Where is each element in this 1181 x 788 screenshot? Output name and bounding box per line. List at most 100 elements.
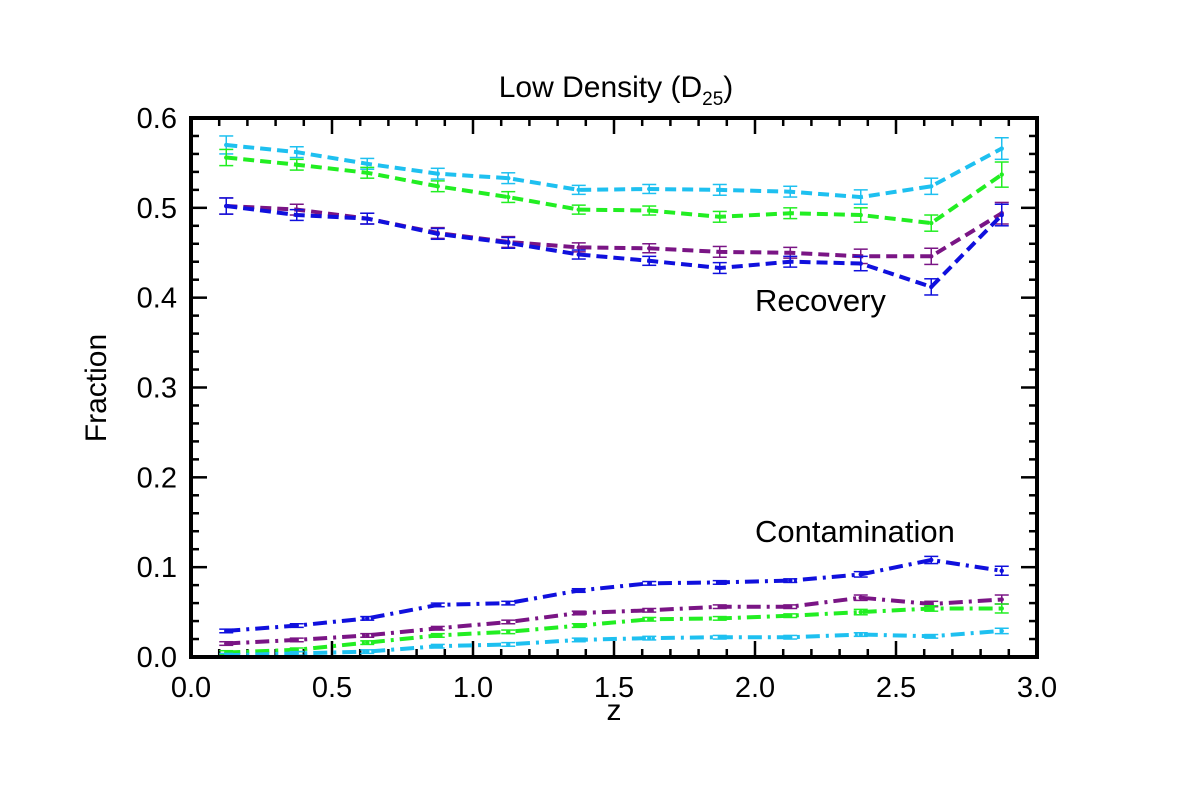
data-point (858, 609, 863, 615)
data-point (999, 568, 1004, 573)
data-point (788, 604, 793, 609)
data-point (929, 634, 934, 639)
series-line (226, 155, 1003, 226)
data-point (365, 161, 370, 167)
data-point (929, 184, 934, 189)
data-point (506, 175, 511, 181)
data-point (294, 637, 299, 643)
data-point (788, 211, 793, 216)
series-recovery-3 (219, 197, 1009, 266)
data-point (365, 216, 370, 221)
data-point (788, 189, 793, 194)
y-tick-label: 0.4 (137, 283, 177, 315)
data-point (647, 581, 652, 586)
x-tick-label: 1.5 (594, 672, 634, 704)
data-point (224, 628, 229, 634)
series-line (226, 628, 1002, 658)
data-point (858, 632, 863, 637)
data-point (365, 616, 370, 621)
data-point (788, 250, 793, 255)
data-point (576, 245, 581, 250)
data-point (576, 588, 581, 593)
data-point (506, 194, 511, 200)
data-point (999, 172, 1004, 177)
data-point (576, 610, 581, 616)
data-point (999, 597, 1004, 602)
x-tick-label: 0.0 (171, 672, 211, 704)
series-recovery-1 (219, 135, 1009, 205)
data-point (224, 155, 229, 160)
series-recovery-4 (219, 197, 1009, 296)
data-point (717, 214, 722, 220)
data-point (788, 259, 793, 264)
y-axis-label: Fraction (80, 334, 113, 442)
y-tick-label: 0.5 (137, 193, 177, 225)
data-point (294, 149, 299, 155)
data-point (647, 246, 652, 251)
x-tick-label: 1.0 (453, 672, 493, 704)
data-point (929, 254, 934, 259)
data-point (294, 623, 299, 628)
data-point (365, 640, 370, 645)
data-point (506, 629, 511, 635)
data-point (365, 649, 370, 654)
data-point (717, 604, 722, 609)
y-tick-label: 0.0 (137, 642, 177, 674)
series-contamination-5 (219, 555, 1009, 634)
y-tick-label: 0.2 (137, 462, 177, 494)
data-point (647, 186, 652, 192)
tick-labels: 0.0 0.5 1.0 1.5 2.0 2.5 3.0 0.0 0.1 0.2 0.3 0.4 0.5 0… (137, 103, 1057, 704)
data-point (576, 623, 581, 628)
data-point (788, 578, 793, 583)
x-tick-label: 2.0 (735, 672, 775, 704)
data-point (576, 187, 581, 193)
data-point (647, 635, 652, 641)
data-point (647, 617, 652, 622)
data-point (999, 628, 1004, 634)
series-line (226, 606, 1002, 655)
data-point (788, 635, 793, 640)
data-point (647, 258, 652, 264)
data-point (365, 633, 370, 638)
series-recovery-2 (219, 148, 1009, 232)
data-point (435, 644, 440, 649)
series-line (226, 595, 1002, 646)
series-line (226, 204, 1004, 290)
data-point (294, 162, 299, 167)
data-point (858, 261, 863, 266)
data-point (576, 637, 581, 643)
series-line (226, 204, 1003, 259)
data-point (717, 580, 722, 585)
data-point (506, 240, 511, 246)
chart-title-subscript: 25 (702, 89, 723, 110)
data-point (576, 252, 581, 257)
series-contamination-6 (219, 594, 1009, 647)
data-point (858, 194, 863, 200)
data-point (717, 616, 722, 621)
data-point (365, 170, 370, 175)
x-tick-label: 2.5 (876, 672, 916, 704)
data-series (219, 135, 1009, 658)
data-point (999, 146, 1004, 151)
data-point (224, 641, 229, 646)
data-point (647, 608, 652, 613)
tick-marks (189, 116, 1039, 659)
data-point (929, 284, 934, 290)
data-point (858, 212, 863, 218)
plot-frame (189, 116, 1039, 659)
x-tick-label: 3.0 (1017, 672, 1057, 704)
data-point (506, 600, 511, 606)
x-axis-label: z (607, 694, 622, 727)
data-point (717, 635, 722, 640)
data-point (435, 633, 440, 638)
x-tick-label: 0.5 (312, 672, 352, 704)
data-point (294, 651, 299, 656)
data-point (858, 572, 863, 577)
data-point (858, 595, 863, 600)
data-point (929, 557, 934, 563)
series-line (226, 143, 1003, 200)
data-point (717, 249, 722, 255)
data-point (999, 212, 1004, 218)
data-point (506, 642, 511, 647)
data-point (506, 619, 511, 625)
